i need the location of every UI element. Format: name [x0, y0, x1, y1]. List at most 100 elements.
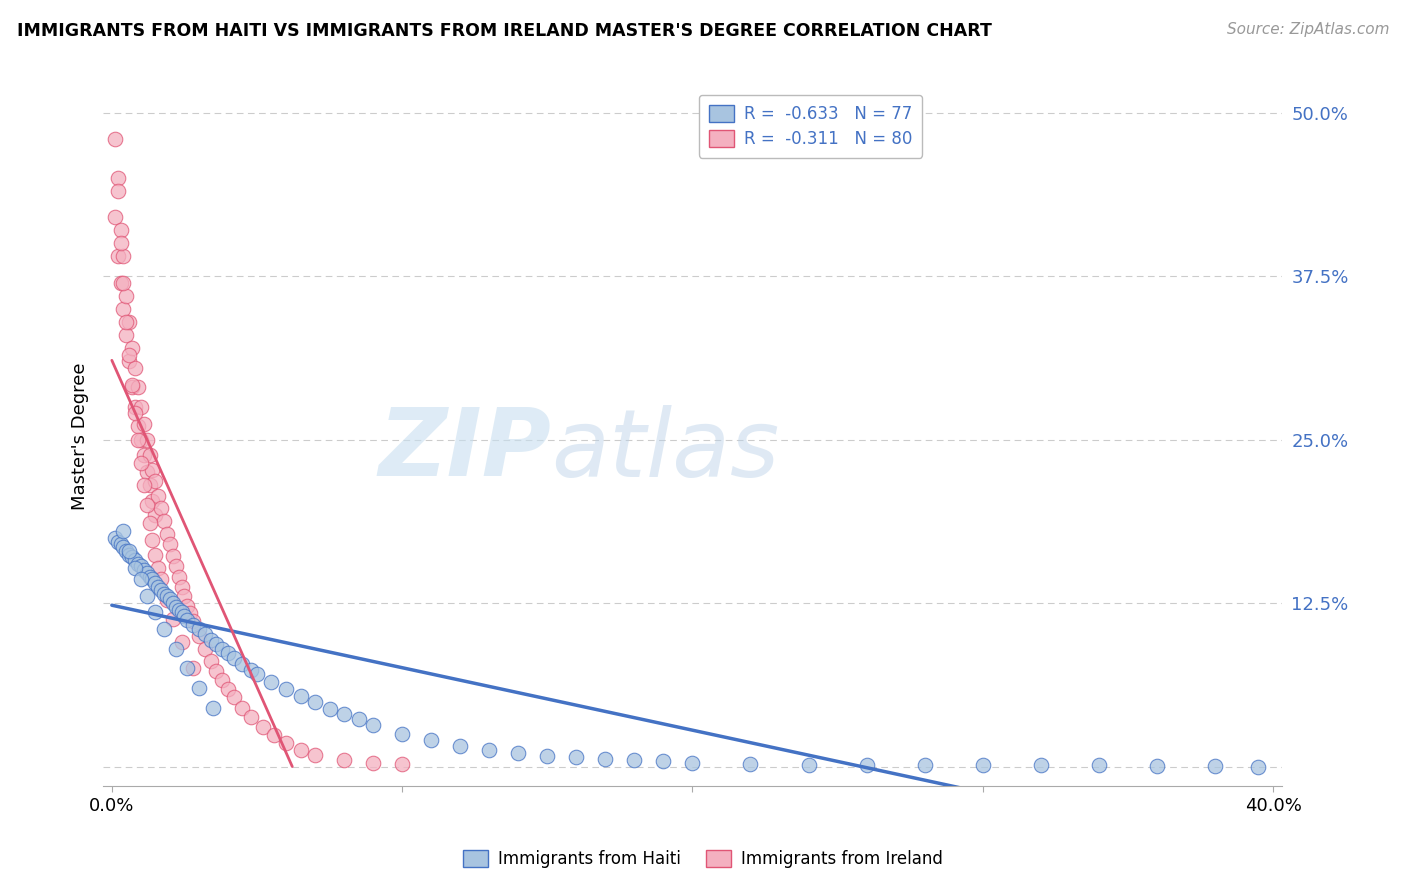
Point — [202, 700, 225, 714]
Point — [211, 641, 233, 656]
Point — [797, 758, 820, 772]
Point — [107, 534, 129, 549]
Point — [127, 419, 149, 434]
Point — [145, 576, 167, 591]
Point — [304, 695, 326, 709]
Point — [681, 756, 703, 770]
Point — [1029, 758, 1052, 772]
Point — [104, 131, 127, 145]
Point — [565, 750, 588, 764]
Point — [124, 406, 146, 420]
Point — [135, 566, 157, 580]
Point — [124, 400, 146, 414]
Point — [211, 673, 233, 688]
Point — [231, 700, 253, 714]
Point — [148, 580, 170, 594]
Point — [112, 276, 135, 290]
Point — [141, 533, 163, 548]
Point — [170, 635, 193, 649]
Point — [121, 377, 143, 392]
Point — [274, 682, 297, 697]
Point — [138, 570, 160, 584]
Point — [231, 657, 253, 672]
Point — [112, 540, 135, 554]
Point — [153, 587, 176, 601]
Point — [179, 607, 201, 621]
Point — [112, 301, 135, 316]
Point — [222, 651, 245, 665]
Point — [138, 516, 160, 531]
Point — [145, 605, 167, 619]
Point — [124, 553, 146, 567]
Point — [176, 613, 198, 627]
Point — [217, 682, 239, 697]
Point — [118, 315, 141, 329]
Point — [1204, 759, 1226, 773]
Point — [107, 184, 129, 198]
Point — [187, 622, 209, 636]
Text: atlas: atlas — [551, 405, 779, 496]
Point — [972, 758, 994, 772]
Point — [194, 627, 217, 641]
Point — [391, 756, 413, 771]
Point — [138, 448, 160, 462]
Point — [222, 690, 245, 705]
Point — [595, 752, 617, 766]
Legend: Immigrants from Haiti, Immigrants from Ireland: Immigrants from Haiti, Immigrants from I… — [457, 843, 949, 875]
Point — [159, 592, 181, 607]
Point — [1146, 759, 1168, 773]
Point — [156, 526, 179, 541]
Point — [118, 354, 141, 368]
Point — [170, 580, 193, 594]
Point — [138, 478, 160, 492]
Point — [129, 573, 152, 587]
Point — [449, 739, 471, 753]
Point — [110, 276, 132, 290]
Point — [181, 615, 204, 629]
Point — [333, 753, 356, 767]
Point — [141, 573, 163, 587]
Point — [165, 559, 187, 574]
Point — [150, 500, 173, 515]
Point — [740, 756, 762, 771]
Point — [129, 433, 152, 447]
Point — [162, 596, 184, 610]
Point — [150, 573, 173, 587]
Point — [135, 465, 157, 479]
Point — [135, 498, 157, 512]
Point — [420, 733, 443, 747]
Point — [115, 327, 138, 342]
Point — [176, 599, 198, 613]
Point — [150, 582, 173, 597]
Point — [347, 713, 370, 727]
Point — [118, 548, 141, 562]
Point — [240, 663, 263, 677]
Point — [115, 315, 138, 329]
Point — [132, 448, 155, 462]
Point — [200, 654, 222, 668]
Point — [118, 347, 141, 361]
Point — [132, 478, 155, 492]
Point — [240, 710, 263, 724]
Point — [118, 543, 141, 558]
Point — [159, 537, 181, 551]
Point — [124, 560, 146, 574]
Point — [290, 689, 312, 703]
Point — [129, 559, 152, 574]
Point — [274, 736, 297, 750]
Point — [304, 747, 326, 762]
Point — [187, 681, 209, 695]
Point — [263, 728, 285, 742]
Point — [145, 475, 167, 489]
Point — [104, 210, 127, 224]
Point — [260, 674, 283, 689]
Point — [652, 754, 675, 768]
Point — [127, 433, 149, 447]
Point — [110, 223, 132, 237]
Point — [181, 618, 204, 632]
Point — [107, 170, 129, 185]
Point — [121, 380, 143, 394]
Point — [104, 531, 127, 545]
Point — [127, 380, 149, 394]
Point — [290, 742, 312, 756]
